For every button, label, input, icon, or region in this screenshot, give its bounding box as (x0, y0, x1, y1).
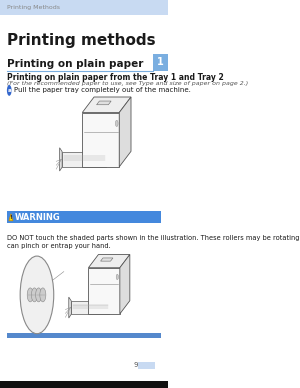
Polygon shape (88, 268, 120, 314)
Bar (0, 0, 168, 15)
Polygon shape (69, 297, 71, 318)
Text: Printing methods: Printing methods (7, 33, 155, 48)
Polygon shape (97, 101, 111, 105)
Text: DO NOT touch the shaded parts shown in the illustration. These rollers may be ro: DO NOT touch the shaded parts shown in t… (7, 235, 300, 249)
Circle shape (36, 288, 42, 302)
Polygon shape (62, 152, 106, 167)
Bar (7, 333, 161, 338)
Text: 1: 1 (157, 57, 164, 68)
Text: Printing Methods: Printing Methods (7, 5, 60, 10)
Polygon shape (100, 258, 113, 261)
Circle shape (40, 288, 46, 302)
Circle shape (7, 85, 12, 96)
Text: WARNING: WARNING (14, 213, 60, 222)
Polygon shape (82, 97, 131, 113)
Circle shape (116, 120, 118, 126)
Polygon shape (60, 148, 62, 171)
Polygon shape (119, 97, 131, 167)
Polygon shape (88, 255, 130, 268)
Circle shape (20, 256, 54, 334)
Circle shape (116, 274, 119, 280)
Polygon shape (71, 301, 109, 314)
Polygon shape (82, 113, 119, 167)
Bar (7, 211, 161, 223)
Text: Pull the paper tray completely out of the machine.: Pull the paper tray completely out of th… (14, 87, 191, 94)
Text: (For the recommended paper to use, see Type and size of paper on page 2.): (For the recommended paper to use, see T… (7, 81, 248, 86)
Circle shape (27, 288, 33, 302)
Text: Printing on plain paper: Printing on plain paper (7, 59, 143, 69)
Bar (153, 54, 168, 71)
Polygon shape (9, 214, 13, 221)
Bar (138, 362, 154, 369)
Text: a: a (8, 88, 11, 93)
Text: !: ! (10, 215, 12, 220)
Circle shape (32, 288, 38, 302)
Text: Printing on plain paper from the Tray 1 and Tray 2: Printing on plain paper from the Tray 1 … (7, 73, 224, 82)
Bar (0, 381, 168, 388)
Text: 9: 9 (133, 362, 138, 368)
Polygon shape (120, 255, 130, 314)
